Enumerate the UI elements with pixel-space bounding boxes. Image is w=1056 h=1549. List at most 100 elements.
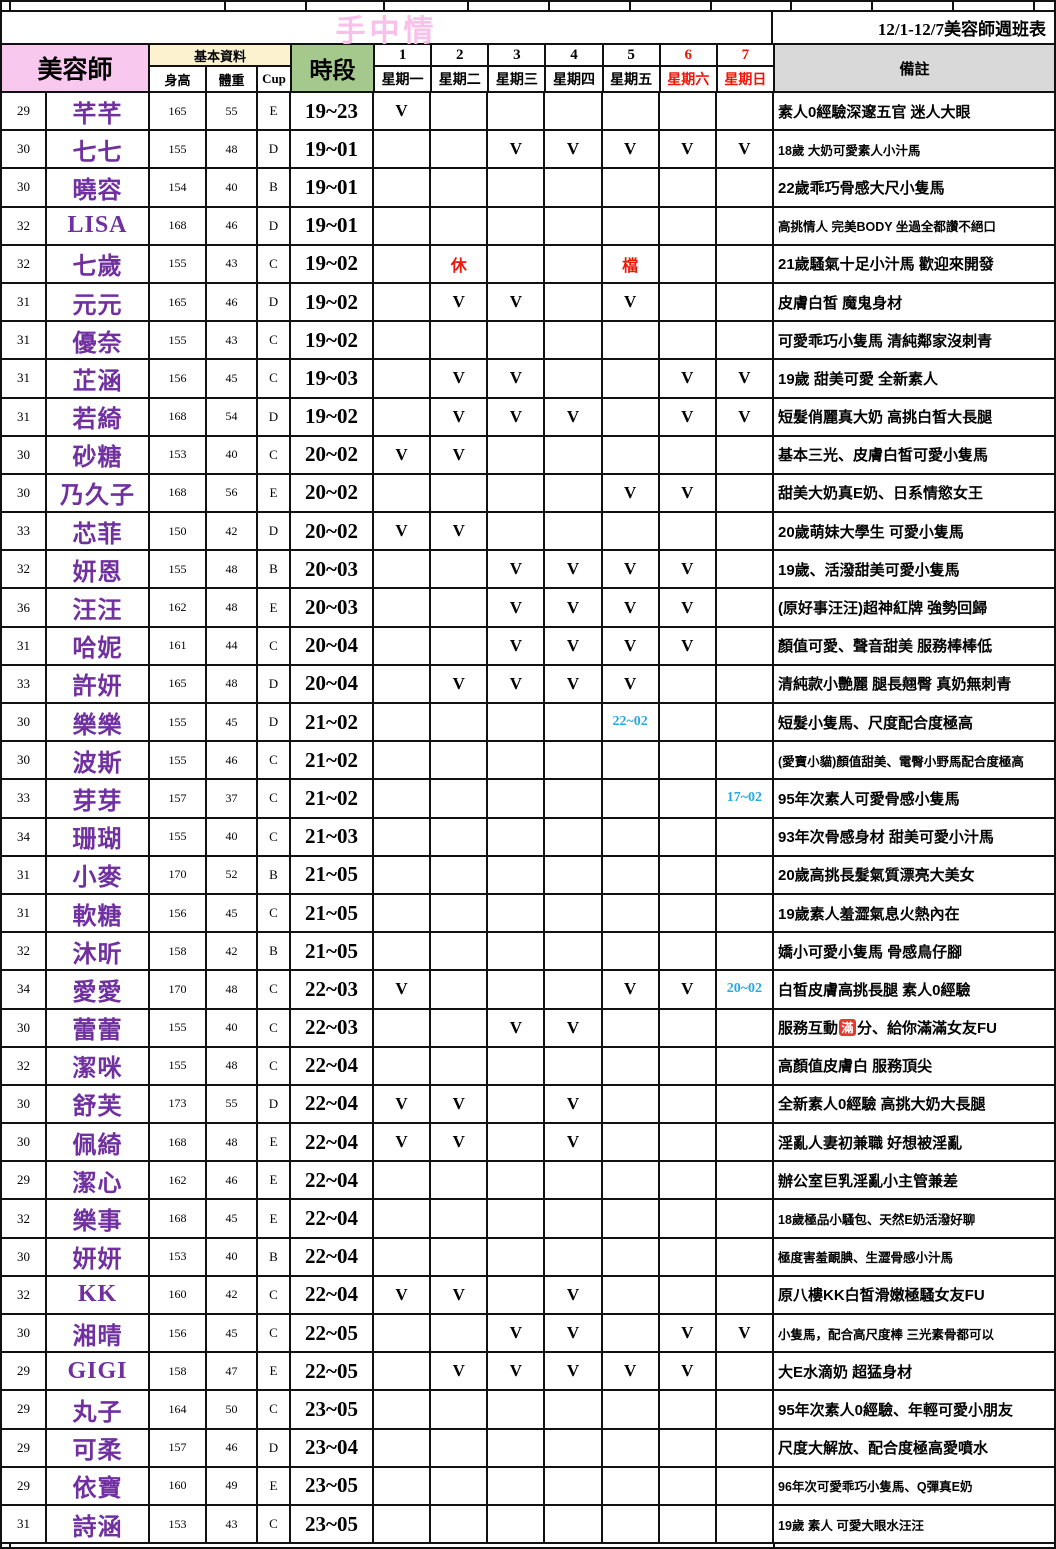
timeslot-cell: 19~03	[291, 360, 374, 397]
remark-cell: 淫亂人妻初兼職 好想被淫亂	[778, 1134, 963, 1152]
day-mark-cell	[488, 780, 546, 817]
cup-cell: C	[258, 780, 291, 817]
beautician-name-cell: 潔心	[47, 1162, 150, 1199]
cup-cell: C	[258, 818, 291, 855]
day-mark-cell: V	[545, 627, 603, 664]
day-mark-cell	[488, 856, 546, 893]
weight-cell: 45	[207, 1200, 258, 1237]
day-mark-cell	[545, 474, 603, 512]
age-cell: 32	[2, 207, 47, 244]
day-mark-cell: V	[603, 474, 660, 512]
table-row: 34 珊瑚 155 40 C 21~03 93年次骨感身材 甜美可愛小汁馬	[2, 818, 1054, 857]
day-cells	[374, 322, 774, 359]
day-mark-cell	[660, 436, 717, 473]
day-cells	[374, 1162, 774, 1199]
beautician-name-cell: 依寶	[47, 1467, 150, 1504]
timeslot-cell: 23~05	[291, 1505, 374, 1543]
day-mark-cell: V	[603, 551, 660, 588]
day-mark-cell	[717, 627, 774, 664]
day-mark-cell	[545, 93, 603, 130]
day-mark-cell	[431, 856, 489, 893]
age-cell: 34	[2, 818, 47, 855]
grid-line-fragment	[871, 2, 873, 10]
day-mark-cell	[717, 742, 774, 779]
grid-line-fragment	[710, 2, 712, 10]
day-mark-cell	[717, 1009, 774, 1046]
day-mark-cell	[374, 1315, 432, 1352]
day-mark-cell	[603, 1315, 660, 1352]
day-column-headers: 1 星期一 2 星期二 3 星期三 4 星期四 5 星期五 6 星期六 7 星期日	[375, 45, 775, 91]
day-mark-cell	[660, 1238, 717, 1275]
day-mark-cell	[717, 322, 774, 359]
day-mark-cell	[717, 818, 774, 855]
height-cell: 155	[150, 1009, 207, 1046]
weight-cell: 48	[207, 551, 258, 588]
timeslot-cell: 22~03	[291, 1009, 374, 1046]
day-mark-cell	[717, 933, 774, 970]
day-mark-cell	[374, 1467, 432, 1504]
day-mark-cell	[431, 322, 489, 359]
day-mark-cell	[374, 360, 432, 397]
weight-cell: 45	[207, 894, 258, 932]
height-cell: 168	[150, 1124, 207, 1161]
age-cell: 30	[2, 474, 47, 512]
day-mark-cell	[488, 1391, 546, 1428]
day-mark-cell	[603, 1391, 660, 1428]
day-mark-cell	[488, 971, 546, 1008]
weight-cell: 42	[207, 513, 258, 550]
day-mark-cell	[660, 742, 717, 779]
day-mark-cell: V	[545, 589, 603, 626]
day-mark-cell	[660, 207, 717, 244]
beautician-name-cell: 若綺	[47, 398, 150, 435]
day-mark-cell: V	[488, 131, 546, 168]
age-cell: 31	[2, 856, 47, 893]
cup-cell: C	[258, 245, 291, 282]
day-mark-cell: V	[545, 131, 603, 168]
day-mark-cell: V	[545, 1085, 603, 1123]
table-row: 30 砂糖 153 40 C 20~02 V V 基本三光、皮膚白皙可愛小隻馬	[2, 436, 1054, 475]
weight-cell: 48	[207, 665, 258, 702]
table-row: 30 曉容 154 40 B 19~01 22歲乖巧骨感大尺小隻馬	[2, 169, 1054, 208]
day-mark-cell	[374, 1353, 432, 1390]
day-mark-cell	[660, 1505, 717, 1543]
remark-cell: 甜美大奶真E奶、日系情慾女王	[778, 485, 984, 503]
day-mark-cell	[717, 1047, 774, 1084]
day-number: 6	[660, 45, 716, 67]
table-row: 32 KK 160 42 C 22~04 V V V 原八樓KK白皙滑嫩極騷女友FU	[2, 1276, 1054, 1315]
table-row: 31 若綺 168 54 D 19~02 V V V V V 短髮俏麗真大奶 高挑白皙大長腿	[2, 398, 1054, 437]
day-mark-cell	[374, 1429, 432, 1466]
day-cells	[374, 1047, 774, 1084]
day-cells	[374, 1200, 774, 1237]
day-mark-cell: V	[660, 627, 717, 664]
beautician-name-cell: GIGI	[47, 1353, 150, 1390]
day-mark-cell: V	[545, 1353, 603, 1390]
day-number: 7	[717, 45, 773, 67]
day-mark-cell: V	[431, 1124, 489, 1161]
remark-cell: 21歲騷氣十足小汁馬 歡迎來開發	[778, 256, 994, 274]
day-mark-cell	[545, 1047, 603, 1084]
day-mark-cell	[717, 704, 774, 741]
height-cell: 165	[150, 283, 207, 321]
day-cells	[374, 169, 774, 206]
weight-cell: 48	[207, 971, 258, 1008]
table-row: 30 蕾蕾 155 40 C 22~03 V V 服務互動滿分、給你滿滿女友FU	[2, 1009, 1054, 1048]
table-row: 31 小麥 170 52 B 21~05 20歲高挑長髮氣質漂亮大美女	[2, 856, 1054, 895]
day-mark-cell	[431, 589, 489, 626]
timeslot-cell: 19~02	[291, 283, 374, 321]
day-mark-cell	[545, 742, 603, 779]
day-mark-cell	[431, 933, 489, 970]
day-header-column: 1 星期一	[375, 45, 433, 91]
age-cell: 34	[2, 971, 47, 1008]
table-row: 31 芷涵 156 45 C 19~03 V V V V 19歲 甜美可愛 全新素人	[2, 360, 1054, 399]
day-mark-cell	[488, 933, 546, 970]
weight-cell: 40	[207, 1009, 258, 1046]
age-cell: 29	[2, 1391, 47, 1428]
day-cells	[374, 742, 774, 779]
grid-line-fragment	[224, 2, 226, 10]
day-cells	[374, 1467, 774, 1504]
